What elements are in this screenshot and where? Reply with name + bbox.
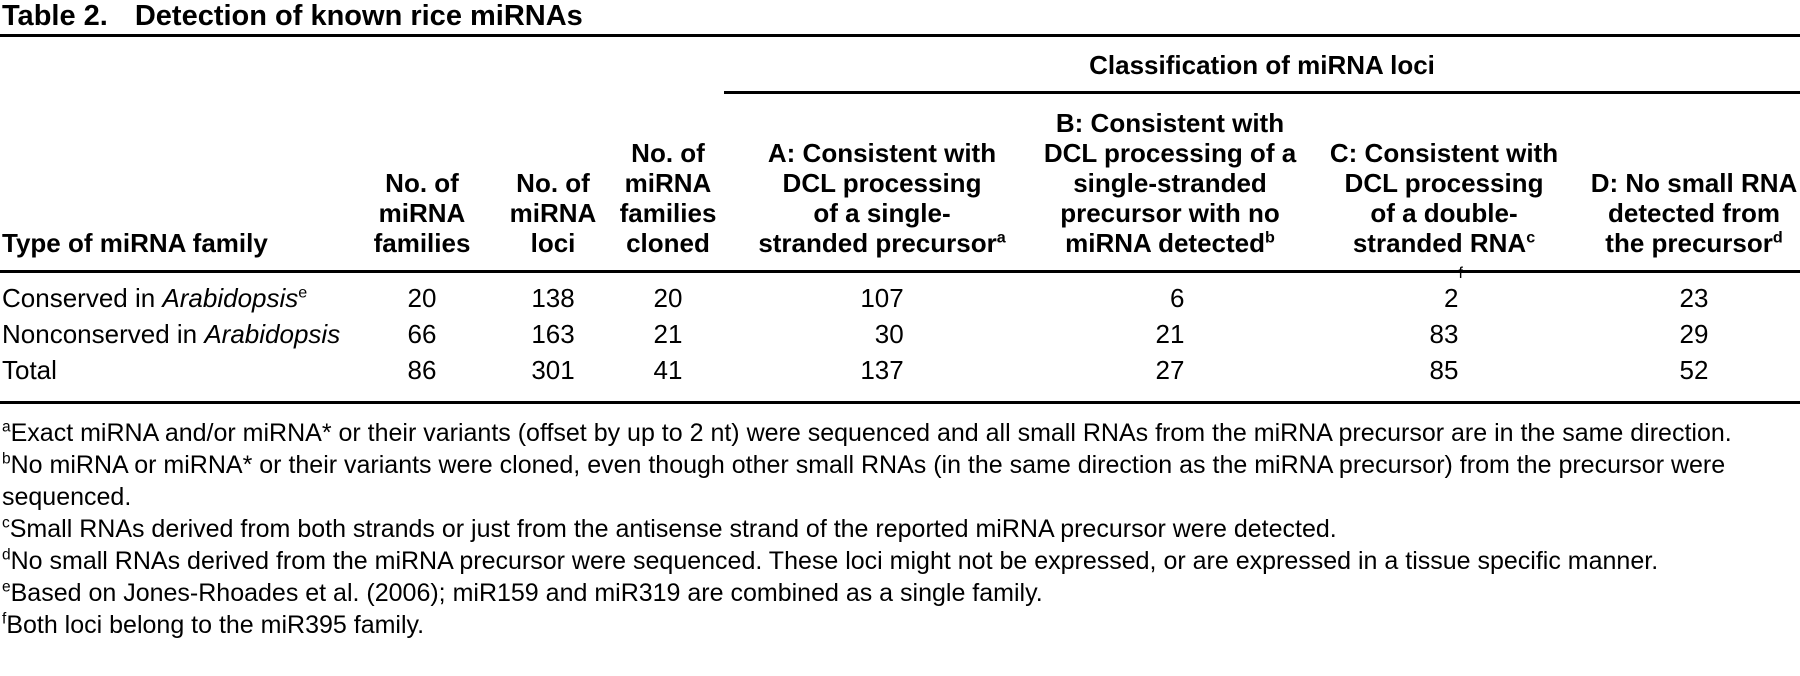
column-header-type: Type of miRNA family: [0, 92, 350, 273]
cell-loci: 163: [531, 319, 575, 349]
paper-table-figure: Table 2. Detection of known rice miRNAs C…: [0, 0, 1800, 641]
column-header-label: Type of miRNA family: [2, 228, 268, 258]
cell-families: 86: [350, 352, 494, 404]
cell-class-a: 137: [724, 352, 1040, 404]
cell-class-d: 52: [1588, 352, 1800, 404]
data-table: Classification of miRNA loci Type of miR…: [0, 34, 1800, 404]
column-header-families: No. of miRNA families: [350, 92, 494, 273]
row-label: Total: [0, 352, 350, 404]
footnote-marker: b: [1265, 228, 1275, 247]
footnote-marker: c: [1526, 228, 1536, 247]
cell-families: 20: [407, 283, 437, 313]
table-title-label: Table 2.: [2, 0, 108, 32]
cell-class-d: 29: [1679, 319, 1709, 349]
footnote-marker: c: [2, 514, 10, 532]
footnote-marker: e: [298, 283, 308, 302]
table-title: Table 2. Detection of known rice miRNAs: [0, 0, 1800, 34]
cell-class-d: 23: [1679, 283, 1709, 313]
column-header-class-c: C: Consistent with DCL processing of a d…: [1300, 92, 1588, 273]
cell-class-b: 27: [1040, 352, 1300, 404]
footnote-c: cSmall RNAs derived from both strands or…: [2, 514, 1337, 543]
cell-class-a: 30: [874, 319, 904, 349]
footnote-f: fBoth loci belong to the miR395 family.: [2, 610, 425, 639]
footnote-d: dNo small RNAs derived from the miRNA pr…: [2, 546, 1659, 575]
table-row: Conserved in Arabidopsise 20 138 20 107 …: [0, 263, 1800, 317]
footnote-marker: d: [2, 546, 11, 564]
cell-families: 66: [407, 319, 437, 349]
cell-families-cloned: 41: [612, 352, 724, 404]
footnote-b: bNo miRNA or miRNA* or their variants we…: [2, 450, 1726, 511]
group-header-classification: Classification of miRNA loci: [724, 35, 1800, 94]
column-header-row: Type of miRNA family No. of miRNA famili…: [0, 92, 1800, 273]
cell-class-a: 107: [860, 283, 904, 313]
cell-class-b: 6: [1169, 283, 1185, 313]
cell-class-c: 85: [1300, 352, 1588, 404]
table-row: Total 86 301 41 137 27 85 52: [0, 352, 1800, 404]
footnote-marker: a: [2, 418, 11, 436]
cell-families-cloned: 20: [653, 283, 683, 313]
table-row: Nonconserved in Arabidopsis 66 163 21 30…: [0, 316, 1800, 352]
cell-loci: 138: [531, 283, 575, 313]
footnotes: aExact miRNA and/or miRNA* or their vari…: [0, 404, 1800, 641]
footnote-marker: e: [2, 578, 11, 596]
column-header-class-a: A: Consistent with DCL processing of a s…: [724, 92, 1040, 273]
column-header-class-d: D: No small RNA detected from the precur…: [1588, 92, 1800, 273]
footnote-marker: b: [2, 450, 11, 468]
group-header-spacer: [0, 36, 724, 93]
cell-class-c: 83: [1429, 319, 1459, 349]
column-header-loci: No. of miRNA loci: [494, 92, 612, 273]
footnote-marker: a: [996, 228, 1006, 247]
cell-class-b: 21: [1155, 319, 1185, 349]
table-title-text: Detection of known rice miRNAs: [134, 0, 583, 32]
column-header-class-b: B: Consistent with DCL processing of a s…: [1040, 92, 1300, 273]
row-label: Conserved in Arabidopsise: [2, 283, 308, 313]
row-label: Nonconserved in Arabidopsis: [2, 319, 341, 349]
footnote-e: eBased on Jones-Rhoades et al. (2006); m…: [2, 578, 1043, 607]
footnote-marker: f: [2, 610, 7, 628]
group-header-row: Classification of miRNA loci: [0, 35, 1800, 94]
cell-loci: 301: [494, 352, 612, 404]
column-header-families-cloned: No. of miRNA families cloned: [612, 92, 724, 273]
cell-families-cloned: 21: [653, 319, 683, 349]
footnote-marker: d: [1772, 228, 1783, 247]
footnote-a: aExact miRNA and/or miRNA* or their vari…: [2, 418, 1732, 447]
